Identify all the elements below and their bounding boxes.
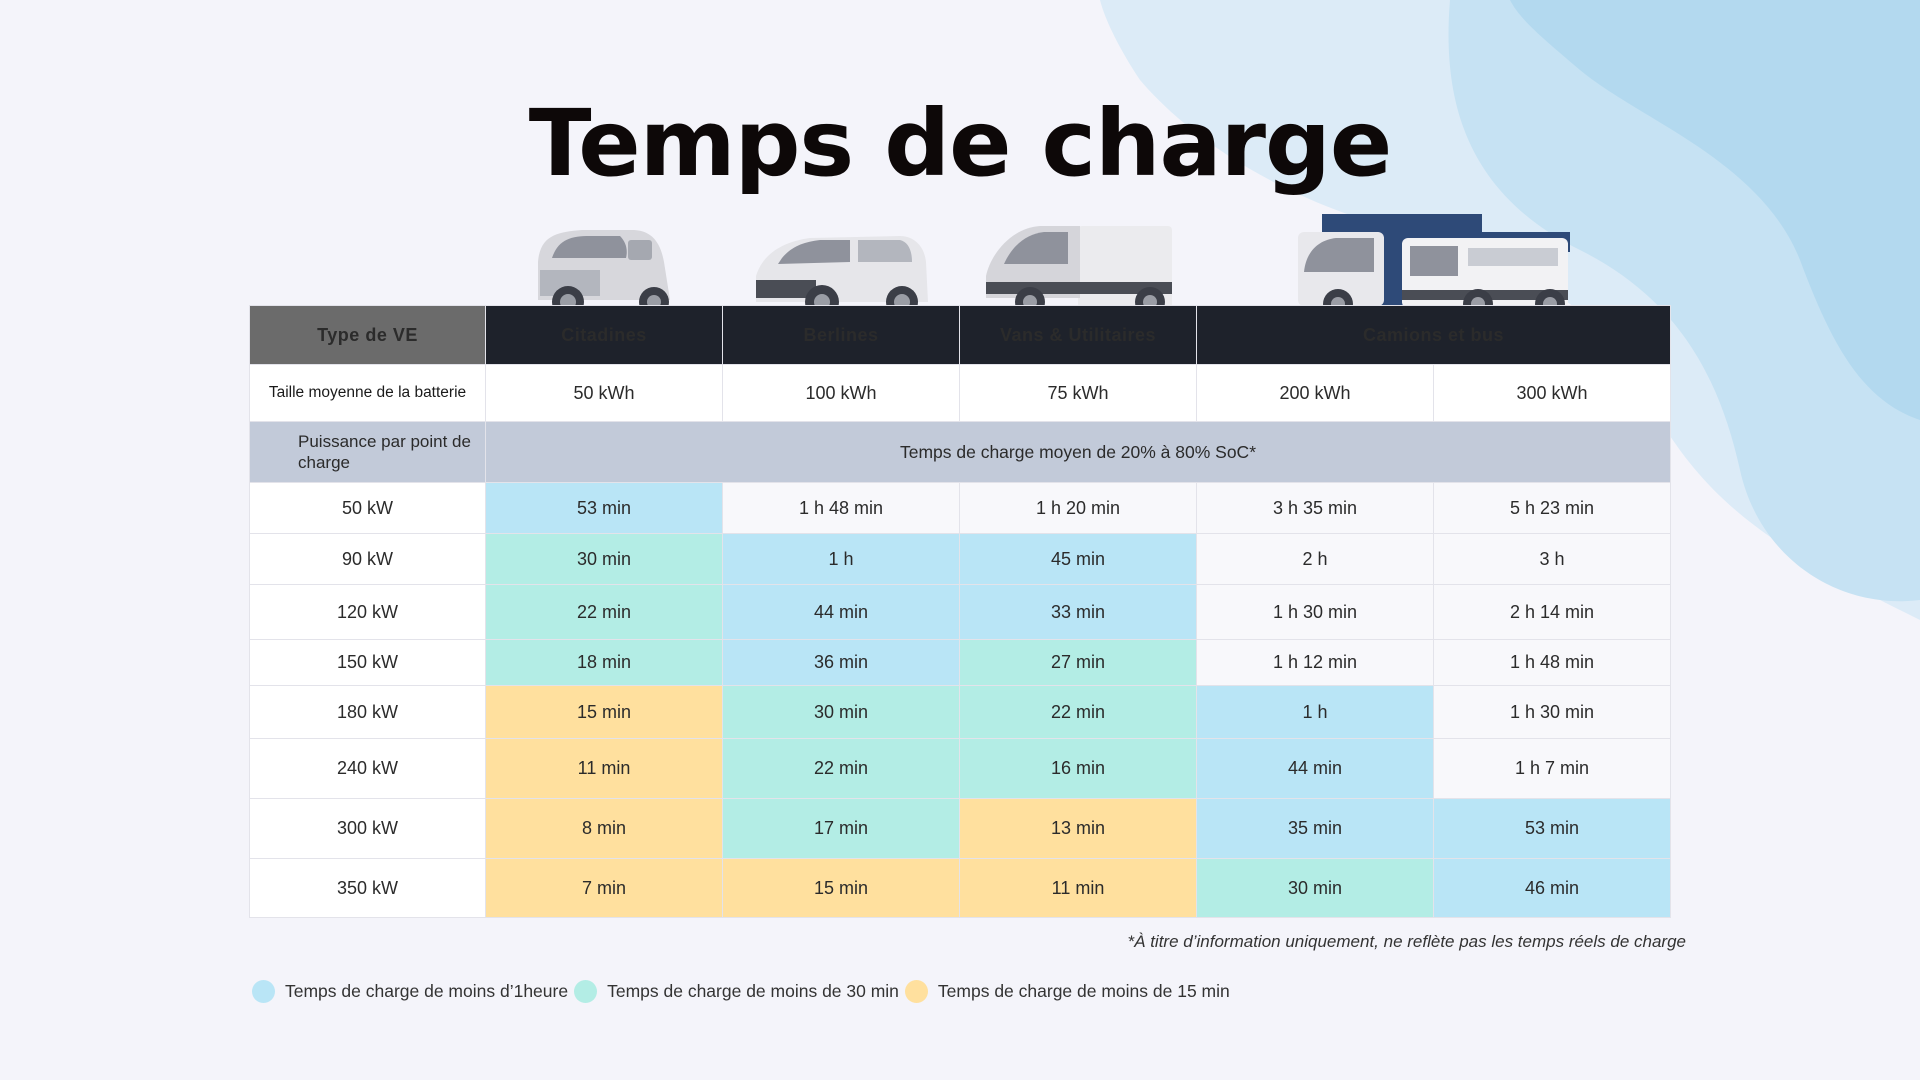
time-cell: 1 h 48 min [722, 482, 960, 534]
footnote: *À titre d’information uniquement, ne re… [1127, 932, 1686, 951]
time-cell: 13 min [959, 798, 1197, 859]
time-cell: 7 min [485, 858, 723, 918]
power-cell: 50 kW [249, 482, 486, 534]
table-row: 300 kW 8 min 17 min 13 min 35 min 53 min [249, 798, 1671, 859]
power-cell: 300 kW [249, 798, 486, 859]
time-cell: 30 min [485, 533, 723, 585]
time-cell: 8 min [485, 798, 723, 859]
time-cell: 44 min [722, 584, 960, 640]
charging-time-table: Type de VE Citadines Berlines Vans & Uti… [249, 305, 1671, 918]
time-cell: 53 min [1433, 798, 1671, 859]
legend: Temps de charge de moins d’1heure Temps … [252, 980, 1236, 1003]
power-cell: 350 kW [249, 858, 486, 918]
table-row: 240 kW 11 min 22 min 16 min 44 min 1 h 7 min [249, 738, 1671, 799]
time-cell: 17 min [722, 798, 960, 859]
time-cell: 11 min [485, 738, 723, 799]
time-cell: 5 h 23 min [1433, 482, 1671, 534]
time-cell: 1 h 7 min [1433, 738, 1671, 799]
average-charge-time-label: Temps de charge moyen de 20% à 80% SoC* [485, 421, 1671, 483]
time-cell: 1 h [1196, 685, 1434, 739]
battery-value: 50 kWh [485, 364, 723, 422]
power-cell: 90 kW [249, 533, 486, 585]
charge-rows: 50 kW 53 min 1 h 48 min 1 h 20 min 3 h 35 mi… [249, 482, 1671, 918]
battery-label: Taille moyenne de la batterie [249, 364, 486, 422]
table-row: 350 kW 7 min 15 min 11 min 30 min 46 min [249, 858, 1671, 918]
header-citadines: Citadines [485, 305, 723, 365]
legend-label: Temps de charge de moins de 30 min [607, 981, 899, 1001]
time-cell: 33 min [959, 584, 1197, 640]
time-cell: 1 h 48 min [1433, 639, 1671, 686]
table-row: 50 kW 53 min 1 h 48 min 1 h 20 min 3 h 35 mi… [249, 482, 1671, 534]
time-cell: 1 h 30 min [1196, 584, 1434, 640]
time-cell: 30 min [1196, 858, 1434, 918]
time-cell: 27 min [959, 639, 1197, 686]
power-cell: 120 kW [249, 584, 486, 640]
time-cell: 3 h 35 min [1196, 482, 1434, 534]
time-cell: 30 min [722, 685, 960, 739]
time-cell: 1 h 20 min [959, 482, 1197, 534]
legend-item: Temps de charge de moins de 30 min [574, 980, 899, 1003]
power-cell: 150 kW [249, 639, 486, 686]
battery-value: 300 kWh [1433, 364, 1671, 422]
time-cell: 53 min [485, 482, 723, 534]
time-cell: 2 h 14 min [1433, 584, 1671, 640]
legend-label: Temps de charge de moins de 15 min [937, 981, 1230, 1001]
page-title: Temps de charge [528, 90, 1392, 197]
time-cell: 46 min [1433, 858, 1671, 918]
power-label: Puissance par point de charge [249, 421, 486, 483]
time-cell: 18 min [485, 639, 723, 686]
time-cell: 3 h [1433, 533, 1671, 585]
legend-item: Temps de charge de moins de 15 min [904, 980, 1230, 1003]
legend-label: Temps de charge de moins d’1heure [285, 981, 569, 1001]
time-cell: 16 min [959, 738, 1197, 799]
time-cell: 15 min [722, 858, 960, 918]
legend-dot-green [574, 980, 598, 1003]
time-cell: 22 min [959, 685, 1197, 739]
header-berlines: Berlines [722, 305, 960, 365]
header-camions-bus: Camions et bus [1196, 305, 1671, 365]
battery-value: 100 kWh [722, 364, 960, 422]
header-vans: Vans & Utilitaires [959, 305, 1197, 365]
table-header-row: Type de VE Citadines Berlines Vans & Uti… [249, 305, 1671, 365]
time-cell: 1 h 12 min [1196, 639, 1434, 686]
time-cell: 22 min [722, 738, 960, 799]
legend-dot-yellow [904, 980, 928, 1003]
time-cell: 35 min [1196, 798, 1434, 859]
battery-row: Taille moyenne de la batterie 50 kWh 100… [249, 364, 1671, 422]
battery-value: 200 kWh [1196, 364, 1434, 422]
time-cell: 22 min [485, 584, 723, 640]
time-cell: 44 min [1196, 738, 1434, 799]
time-cell: 11 min [959, 858, 1197, 918]
legend-item: Temps de charge de moins d’1heure [252, 980, 568, 1003]
table-row: 150 kW 18 min 36 min 27 min 1 h 12 min 1 h 48… [249, 639, 1671, 686]
time-cell: 1 h [722, 533, 960, 585]
header-type: Type de VE [249, 305, 486, 365]
battery-value: 75 kWh [959, 364, 1197, 422]
time-cell: 36 min [722, 639, 960, 686]
power-cell: 180 kW [249, 685, 486, 739]
power-cell: 240 kW [249, 738, 486, 799]
time-cell: 1 h 30 min [1433, 685, 1671, 739]
table-row: 120 kW 22 min 44 min 33 min 1 h 30 min 2 h 14… [249, 584, 1671, 640]
time-cell: 2 h [1196, 533, 1434, 585]
time-cell: 45 min [959, 533, 1197, 585]
time-cell: 15 min [485, 685, 723, 739]
power-subheader-row: Puissance par point de charge Temps de c… [249, 421, 1671, 483]
legend-dot-blue [252, 980, 275, 1003]
